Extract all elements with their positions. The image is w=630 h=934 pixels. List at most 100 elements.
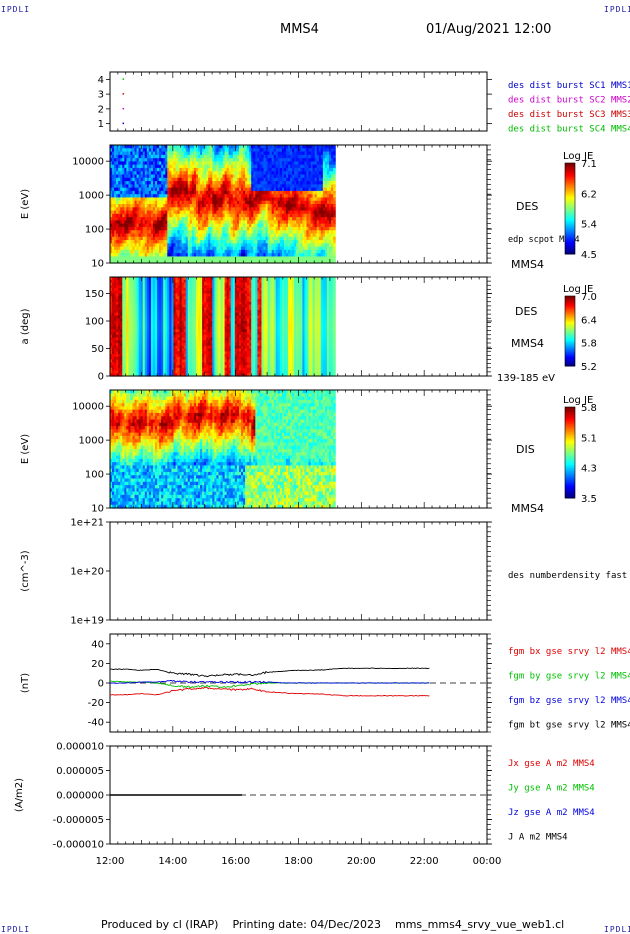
heatmap-cell	[118, 249, 121, 254]
heatmap-cell	[255, 167, 258, 172]
heatmap-cell	[228, 210, 232, 215]
heatmap-cell	[273, 171, 277, 176]
heatmap-cell	[165, 246, 168, 251]
heatmap-cell	[298, 187, 301, 192]
heatmap-cell	[300, 210, 304, 215]
heatmap-cell	[238, 167, 242, 172]
heatmap-cell	[300, 190, 304, 195]
burst-marker	[122, 107, 125, 110]
heatmap-cell	[112, 200, 115, 205]
heatmap-cell	[163, 158, 166, 162]
heatmap-cell	[200, 151, 203, 156]
heatmap-cell	[161, 256, 164, 261]
heatmap-cell	[304, 190, 308, 195]
heatmap-cell	[251, 187, 254, 192]
heatmap-cell	[132, 181, 136, 185]
heatmap-cell	[253, 190, 256, 195]
heatmap-cell	[116, 210, 119, 215]
heatmap-cell	[247, 145, 250, 149]
heatmap-cell	[259, 249, 263, 254]
heatmap-cell	[257, 177, 261, 182]
heatmap-cell	[163, 190, 166, 195]
heatmap-cell	[286, 236, 289, 241]
heatmap-cell	[142, 171, 146, 176]
heatmap-cell	[269, 246, 273, 251]
heatmap-cell	[210, 187, 213, 192]
heatmap-cell	[167, 197, 170, 202]
heatmap-cell	[220, 246, 224, 251]
heatmap-cell	[110, 249, 113, 254]
heatmap-cell	[183, 200, 187, 205]
heatmap-cell	[150, 161, 154, 166]
heatmap-cell	[265, 226, 269, 231]
heatmap-cell	[126, 184, 130, 189]
heatmap-cell	[251, 226, 254, 231]
heatmap-cell	[118, 230, 121, 235]
heatmap-cell	[183, 197, 187, 202]
heatmap-cell	[152, 154, 156, 159]
heatmap-cell	[130, 184, 134, 189]
heatmap-cell	[175, 167, 179, 172]
burst-y-tick-label: 3	[98, 90, 104, 101]
heatmap-cell	[228, 151, 232, 156]
heatmap-cell	[181, 240, 185, 244]
heatmap-cell	[273, 184, 277, 189]
heatmap-cell	[142, 207, 146, 212]
heatmap-cell	[159, 151, 162, 156]
heatmap-cell	[200, 226, 203, 231]
heatmap-cell	[222, 154, 226, 159]
heatmap-cell	[179, 213, 183, 218]
heatmap-cell	[283, 161, 287, 166]
heatmap-cell	[193, 171, 197, 176]
heatmap-cell	[120, 226, 123, 231]
heatmap-cell	[175, 246, 179, 251]
heatmap-cell	[249, 226, 252, 231]
heatmap-cell	[163, 213, 166, 218]
heatmap-cell	[157, 217, 160, 221]
heatmap-cell	[300, 246, 304, 251]
heatmap-cell	[271, 158, 275, 162]
heatmap-cell	[251, 246, 254, 251]
heatmap-cell	[120, 223, 123, 228]
heatmap-cell	[216, 207, 220, 212]
heatmap-cell	[116, 240, 119, 244]
heatmap-cell	[130, 171, 134, 176]
heatmap-cell	[202, 253, 205, 258]
heatmap-cell	[198, 158, 201, 162]
heatmap-cell	[191, 246, 195, 251]
heatmap-cell	[224, 213, 228, 218]
heatmap-cell	[128, 187, 132, 192]
heatmap-cell	[185, 190, 189, 195]
heatmap-cell	[183, 236, 187, 241]
heatmap-cell	[298, 197, 301, 202]
heatmap-cell	[232, 187, 236, 192]
heatmap-cell	[114, 213, 117, 218]
heatmap-cell	[247, 190, 250, 195]
heatmap-cell	[167, 174, 170, 179]
heatmap-cell	[245, 151, 248, 156]
heatmap-cell	[132, 187, 136, 192]
heatmap-cell	[296, 161, 299, 166]
heatmap-cell	[279, 259, 283, 264]
heatmap-cell	[148, 207, 152, 212]
heatmap-cell	[191, 233, 195, 238]
heatmap-cell	[292, 217, 295, 221]
heatmap-cell	[179, 233, 183, 238]
heatmap-cell	[130, 200, 134, 205]
heatmap-cell	[171, 233, 175, 238]
heatmap-cell	[206, 246, 209, 251]
heatmap-cell	[198, 253, 201, 258]
heatmap-cell	[216, 246, 220, 251]
heatmap-cell	[257, 256, 261, 261]
heatmap-cell	[288, 158, 291, 162]
heatmap-cell	[124, 187, 127, 192]
heatmap-cell	[265, 204, 269, 208]
heatmap-cell	[202, 151, 205, 156]
heatmap-cell	[283, 210, 287, 215]
heatmap-cell	[138, 181, 142, 185]
heatmap-cell	[169, 240, 173, 244]
heatmap-cell	[200, 246, 203, 251]
heatmap-cell	[120, 177, 123, 182]
heatmap-cell	[234, 246, 238, 251]
heatmap-cell	[251, 181, 254, 185]
